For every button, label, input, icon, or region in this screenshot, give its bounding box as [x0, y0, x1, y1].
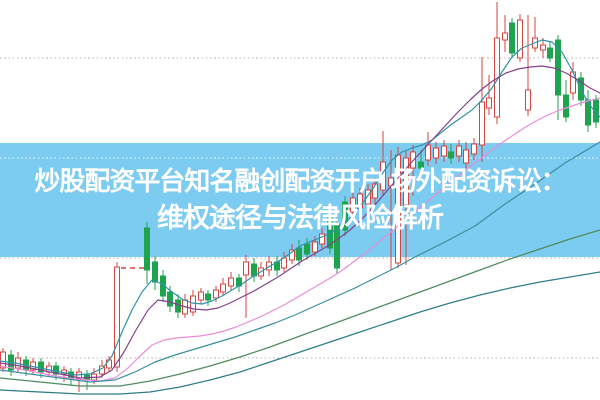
candle-body — [190, 295, 196, 313]
title-band-background — [0, 143, 600, 257]
candle-body — [160, 275, 166, 297]
candle-body — [494, 37, 500, 118]
candle-body — [555, 39, 561, 96]
candle-body — [205, 293, 211, 301]
candle-body — [433, 147, 439, 159]
candle-body — [563, 94, 569, 118]
candle-body — [243, 261, 249, 276]
candle-body — [525, 89, 531, 111]
candle-body — [418, 161, 424, 169]
candle-body — [304, 243, 310, 255]
candle-body — [296, 247, 302, 261]
candle-body — [228, 277, 234, 287]
candle-body — [144, 227, 150, 271]
candle-body — [547, 47, 553, 59]
candle-body — [220, 283, 226, 293]
ma-fast-line — [0, 39, 600, 376]
candle-body — [167, 291, 173, 307]
candle-body — [403, 157, 409, 206]
ma-20-line — [0, 97, 600, 382]
candle-body — [289, 249, 295, 261]
candle-body — [350, 197, 356, 213]
candle-body — [266, 261, 272, 271]
candle-body — [585, 99, 591, 126]
candle-body — [213, 289, 219, 299]
ma-mid-line — [0, 65, 600, 379]
candle-body — [517, 19, 523, 59]
candle-body — [593, 99, 599, 123]
candle-body — [448, 151, 454, 159]
candle-body — [486, 97, 492, 109]
candle-body — [372, 183, 378, 199]
candle-body — [502, 32, 508, 41]
candle-body — [456, 145, 462, 157]
candle-body — [38, 361, 44, 373]
candle-body — [198, 291, 204, 301]
candle-body — [152, 261, 158, 283]
ma-60-line — [0, 229, 600, 387]
candle-body — [540, 44, 546, 51]
candle-body — [471, 143, 477, 155]
candle-body — [463, 149, 469, 164]
candle-body — [106, 359, 112, 369]
candle-body — [395, 154, 401, 264]
candle-body — [114, 266, 120, 368]
candle-body — [365, 189, 371, 205]
ma-120-line — [0, 271, 600, 395]
candle-body — [357, 193, 363, 209]
candle-body — [509, 22, 515, 54]
candle-body — [441, 145, 447, 157]
candle-body — [0, 351, 6, 369]
candle-body — [334, 223, 340, 269]
candle-body — [175, 299, 181, 313]
candle-body — [479, 101, 485, 146]
ma-30-line — [0, 141, 600, 383]
candle-body — [319, 233, 325, 245]
candle-body — [53, 365, 59, 375]
candle-body — [312, 241, 318, 253]
candle-body — [342, 201, 348, 231]
